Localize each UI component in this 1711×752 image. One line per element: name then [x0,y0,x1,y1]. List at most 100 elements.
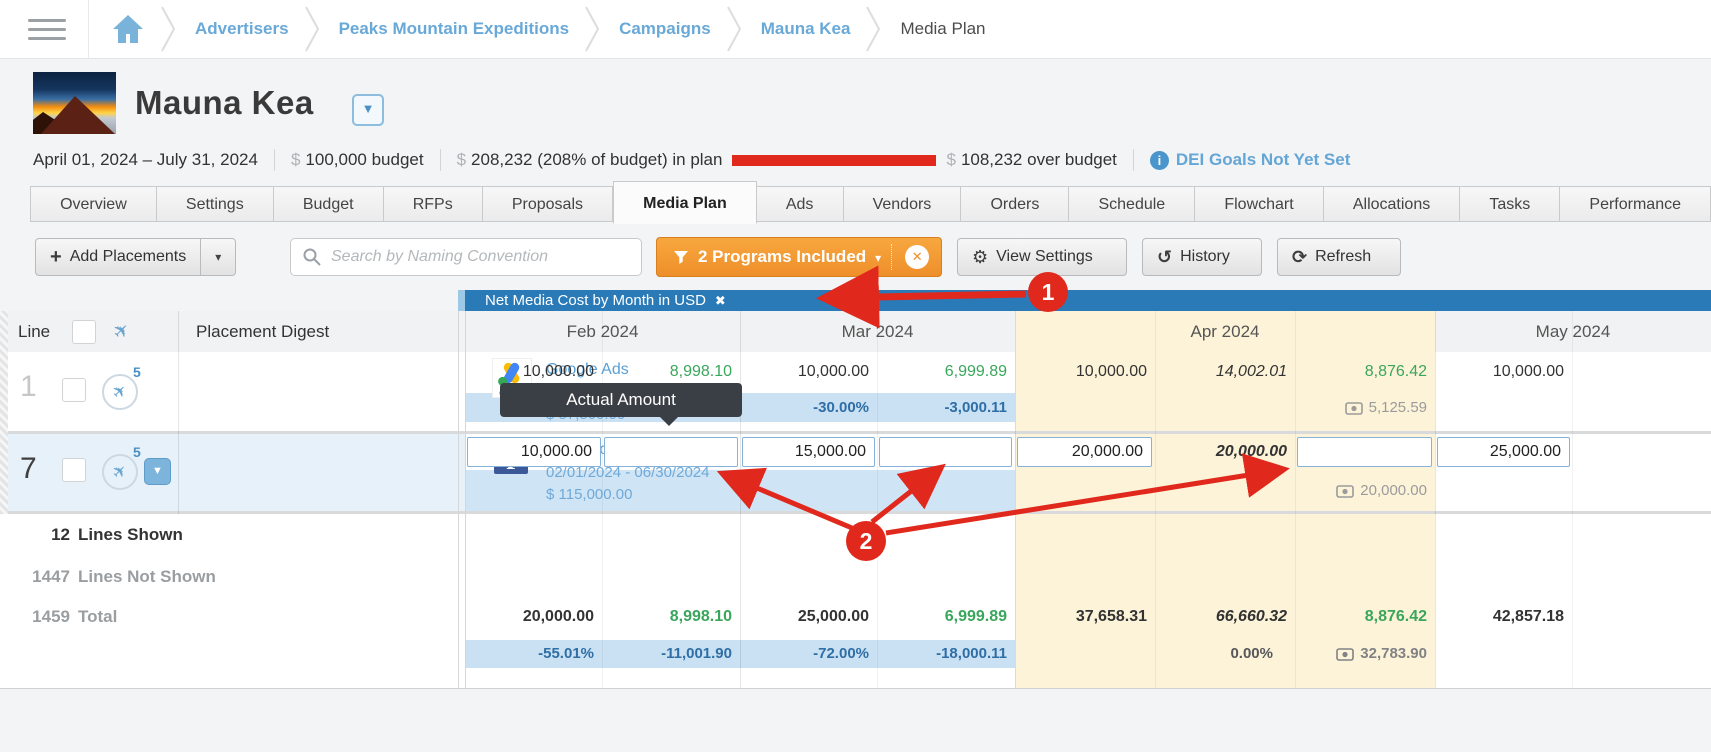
filter-icon [674,250,688,264]
apr-actualized: 20,000.00 [1295,478,1427,504]
home-icon[interactable] [111,13,145,45]
row-checkbox[interactable] [62,458,86,482]
cell-apr-actual[interactable]: 8,876.42 [1364,363,1427,380]
input-mar-actual [879,437,1012,467]
tab-budget[interactable]: Budget [273,186,384,222]
tab-orders[interactable]: Orders [961,186,1070,222]
divider [891,244,893,270]
tab-rfps[interactable]: RFPs [383,186,483,222]
input-mar-planned [742,437,875,467]
cell-mar-planned[interactable]: 10,000.00 [797,363,869,380]
search-input[interactable] [290,238,642,276]
feb-planned-input[interactable] [468,438,600,466]
line-number: 7 [20,452,37,485]
history-icon: ↺ [1157,246,1173,267]
campaign-info-row: April 01, 2024 – July 31, 2024 $ 100,000… [33,148,1350,172]
total-apr-actualized: 32,783.90 [1295,641,1427,667]
month-header-apr[interactable]: Apr 2024 [1190,322,1260,341]
chevron-separator-icon [585,6,600,52]
budget-currency: $ [290,150,301,169]
campaign-thumbnail [33,72,116,134]
flight-amount: $ 115,000.00 [546,486,633,503]
tab-tasks[interactable]: Tasks [1460,186,1561,222]
drag-rail [0,311,8,514]
flight-count-badge: 5 [133,364,141,380]
breadcrumb-item-advertiser-name[interactable]: Peaks Mountain Expeditions [338,19,570,38]
programs-filter-button[interactable]: 2 Programs Included ▾ ✕ [656,237,942,277]
flight-dates: 02/01/2024 - 06/30/2024 [546,464,710,481]
cell-apr-projected[interactable]: 14,002.01 [1215,363,1287,380]
measure-close-icon[interactable]: ✖ [714,292,726,308]
cell-may-planned[interactable]: 10,000.00 [1492,363,1564,380]
tab-vendors[interactable]: Vendors [843,186,962,222]
flight-count-badge: 5 [133,444,141,460]
total-feb-variance-amt: -11,001.90 [661,645,732,662]
title-dropdown-icon[interactable]: ▼ [352,94,384,126]
mar-planned-input[interactable] [743,438,874,466]
cell-apr-projected[interactable]: 20,000.00 [1215,443,1287,460]
menu-icon[interactable] [28,13,66,46]
refresh-button[interactable]: ⟳ Refresh [1277,238,1401,276]
tab-bar: Overview Settings Budget RFPs Proposals … [30,181,1711,224]
in-plan-text: 208,232 (208% of budget) in plan [471,150,723,169]
apr-actual-input[interactable] [1298,438,1431,466]
apr-actualized: 5,125.59 [1295,395,1427,421]
row-dropdown-icon[interactable]: ▼ [144,458,171,485]
divider [88,0,89,58]
breadcrumb-item-advertisers[interactable]: Advertisers [195,19,289,38]
divider [1572,311,1573,688]
apr-planned-input[interactable] [1018,438,1151,466]
flight-plane-icon[interactable]: ✈ [102,374,138,410]
total-mar-actual: 6,999.89 [944,608,1007,625]
chevron-separator-icon [161,6,176,52]
history-button[interactable]: ↺ History [1142,238,1262,276]
view-settings-button[interactable]: ⚙ View Settings [957,238,1127,276]
cell-feb-planned[interactable]: 10,000.00 [522,363,594,380]
tab-flowchart[interactable]: Flowchart [1195,186,1324,222]
budget-text: 100,000 budget [305,150,424,169]
vendor-link[interactable]: Google Ads [546,361,629,378]
date-range: April 01, 2024 – July 31, 2024 [33,150,258,169]
mar-actual-input[interactable] [880,438,1011,466]
measure-bar: Net Media Cost by Month in USD ✖ [458,290,1711,311]
may-planned-input[interactable] [1438,438,1569,466]
tab-proposals[interactable]: Proposals [482,186,614,222]
month-header-may[interactable]: May 2024 [1535,322,1611,341]
tab-performance[interactable]: Performance [1560,186,1711,222]
add-placements-button[interactable]: + Add Placements ▾ [35,238,237,276]
cell-apr-planned[interactable]: 10,000.00 [1075,363,1147,380]
row-checkbox[interactable] [62,378,86,402]
input-apr-actual [1297,437,1432,467]
divider [1435,311,1436,688]
tab-overview[interactable]: Overview [30,186,157,222]
tab-media-plan[interactable]: Media Plan [613,181,757,224]
dei-goals-link[interactable]: i DEI Goals Not Yet Set [1149,150,1350,170]
feb-actual-input[interactable] [605,438,737,466]
divider [1295,311,1296,688]
total-apr-variance-pct: 0.00% [1230,645,1273,662]
tab-settings[interactable]: Settings [156,186,274,222]
breadcrumb-item-campaign-name[interactable]: Mauna Kea [760,19,851,38]
tab-schedule[interactable]: Schedule [1069,186,1196,222]
filter-caret-icon: ▾ [875,251,882,265]
breadcrumb-item-campaigns[interactable]: Campaigns [619,19,711,38]
tab-allocations[interactable]: Allocations [1323,186,1461,222]
select-all-checkbox[interactable] [72,319,97,344]
month-header-feb[interactable]: Feb 2024 [566,322,639,341]
cell-feb-actual[interactable]: 8,998.10 [669,363,732,380]
total-mar-planned: 25,000.00 [797,608,869,625]
placement-digest-header: Placement Digest [196,321,330,341]
tab-ads[interactable]: Ads [756,186,844,222]
flight-plane-icon[interactable]: ✈ [102,454,138,490]
lines-not-shown: 1447 Lines Not Shown [32,567,216,586]
month-header-mar[interactable]: Mar 2024 [841,322,914,341]
row-separator [0,511,1711,514]
clear-filter-icon[interactable]: ✕ [905,245,930,269]
flight-plane-icon[interactable]: ✈ [109,318,136,345]
divider [458,290,459,688]
search-icon [303,248,321,266]
add-placements-caret-icon[interactable]: ▾ [215,250,222,264]
total-feb-planned: 20,000.00 [522,608,594,625]
cell-mar-actual[interactable]: 6,999.89 [944,363,1007,380]
page-title: Mauna Kea [135,84,314,121]
